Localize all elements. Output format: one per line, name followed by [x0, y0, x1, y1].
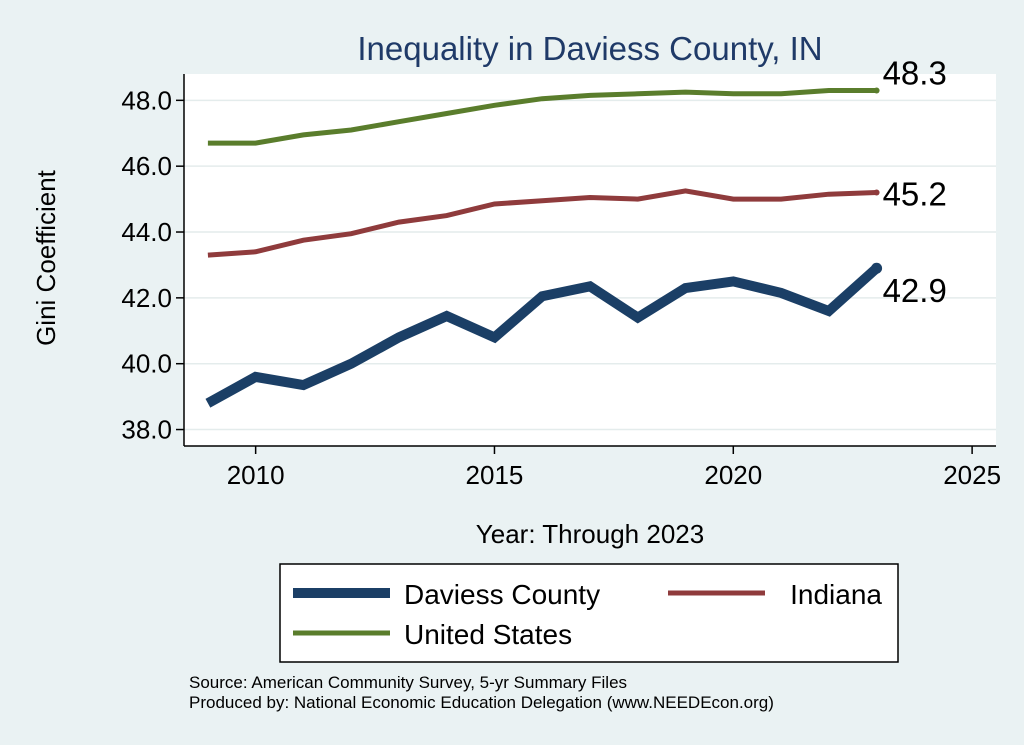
- x-tick-label-1: 2015: [466, 460, 524, 490]
- end-label-united-states: 48.3: [883, 54, 947, 91]
- source-note: Source: American Community Survey, 5-yr …: [189, 673, 627, 692]
- series-line-united-states: [207, 88, 877, 146]
- legend-box: [279, 563, 899, 663]
- series-line-daviess-county: [205, 264, 880, 408]
- y-tick-label-0: 38.0: [121, 415, 172, 445]
- plot-area: [184, 74, 996, 446]
- series-line-indiana: [207, 188, 877, 258]
- y-tick-label-5: 48.0: [121, 85, 172, 115]
- y-tick-label-3: 44.0: [121, 217, 172, 247]
- chart-title: Inequality in Daviess County, IN: [357, 30, 822, 67]
- legend-label-daviess-county: Daviess County: [404, 579, 600, 610]
- end-point-united-states: [873, 87, 880, 94]
- y-axis-label: Gini Coefficient: [31, 169, 61, 346]
- end-point-daviess-county: [871, 262, 883, 274]
- x-tick-label-3: 2025: [943, 460, 1001, 490]
- x-tick-label-0: 2010: [227, 460, 285, 490]
- legend-label-united-states: United States: [404, 619, 572, 650]
- x-axis-label: Year: Through 2023: [476, 519, 704, 549]
- x-tick-label-2: 2020: [704, 460, 762, 490]
- end-point-indiana: [873, 189, 880, 196]
- series-lines: 48.3 45.2 42.9: [205, 54, 947, 408]
- legend-label-indiana: Indiana: [790, 579, 882, 610]
- gridlines: [184, 99, 996, 431]
- axes: 38.0 40.0 42.0 44.0 46.0 48.0 2010 2015 2020 2025: [121, 74, 1001, 490]
- produced-by-note: Produced by: National Economic Education…: [189, 693, 774, 712]
- end-label-daviess-county: 42.9: [883, 272, 947, 309]
- end-label-indiana: 45.2: [883, 176, 947, 213]
- y-tick-label-1: 40.0: [121, 349, 172, 379]
- legend: Daviess County Indiana United States: [279, 563, 899, 663]
- y-tick-label-2: 42.0: [121, 283, 172, 313]
- y-tick-label-4: 46.0: [121, 151, 172, 181]
